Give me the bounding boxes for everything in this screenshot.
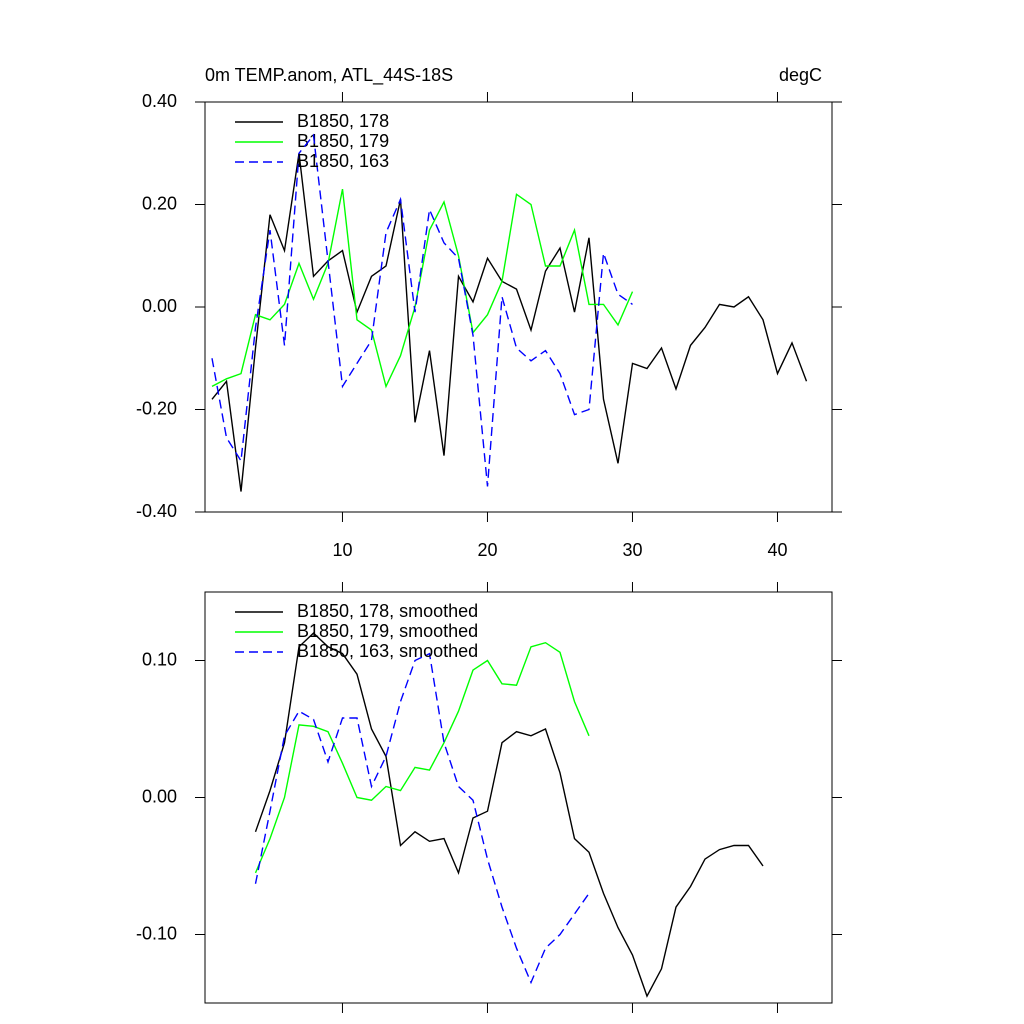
y-tick-label: 0.00 (142, 786, 177, 806)
y-tick-label: 0.20 (142, 193, 177, 213)
legend-label: B1850, 163 (297, 151, 389, 171)
data-line (254, 641, 590, 874)
data-line (211, 153, 808, 492)
legend-label: B1850, 178 (297, 111, 389, 131)
data-line (211, 133, 633, 487)
y-tick-label: -0.10 (136, 923, 177, 943)
x-tick-label: 40 (767, 540, 787, 560)
y-tick-label: -0.40 (136, 501, 177, 521)
x-tick-label: 20 (477, 540, 497, 560)
y-tick-label: 0.00 (142, 296, 177, 316)
legend-label: B1850, 163, smoothed (297, 641, 478, 661)
y-tick-label: -0.20 (136, 398, 177, 418)
chart-title: 0m TEMP.anom, ATL_44S-18S (205, 65, 453, 86)
legend-label: B1850, 179, smoothed (297, 621, 478, 641)
y-tick-label: 0.10 (142, 649, 177, 669)
x-tick-label: 10 (332, 540, 352, 560)
legend-label: B1850, 179 (297, 131, 389, 151)
y-tick-label: 0.40 (142, 91, 177, 111)
data-line (254, 632, 764, 998)
data-line (211, 188, 634, 389)
data-line (254, 652, 590, 985)
legend-label: B1850, 178, smoothed (297, 601, 478, 621)
units-label: degC (779, 65, 822, 85)
x-tick-label: 30 (622, 540, 642, 560)
